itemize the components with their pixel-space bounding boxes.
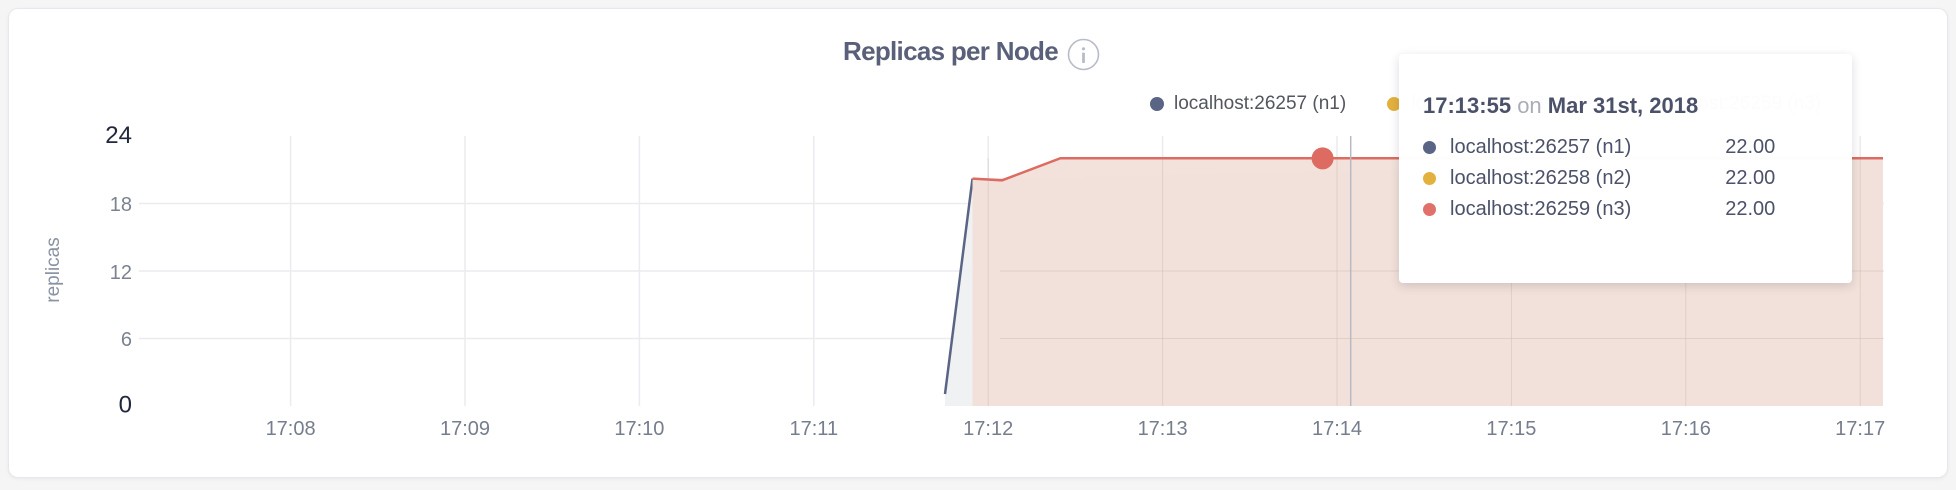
- svg-text:replicas: replicas: [43, 237, 64, 302]
- svg-text:17:11: 17:11: [790, 418, 839, 440]
- svg-text:12: 12: [110, 262, 132, 284]
- svg-text:17:12: 17:12: [963, 418, 1013, 440]
- svg-text:17:14: 17:14: [1312, 418, 1362, 440]
- svg-text:6: 6: [121, 329, 132, 351]
- svg-text:0: 0: [119, 392, 132, 419]
- svg-text:17:13: 17:13: [1138, 418, 1188, 440]
- svg-text:18: 18: [110, 194, 132, 216]
- svg-text:24: 24: [105, 122, 132, 149]
- svg-text:17:16: 17:16: [1661, 418, 1711, 440]
- svg-text:17:10: 17:10: [614, 418, 664, 440]
- svg-text:17:08: 17:08: [266, 418, 316, 440]
- svg-text:17:15: 17:15: [1486, 418, 1536, 440]
- svg-text:17:09: 17:09: [440, 418, 490, 440]
- svg-text:17:17: 17:17: [1835, 418, 1885, 440]
